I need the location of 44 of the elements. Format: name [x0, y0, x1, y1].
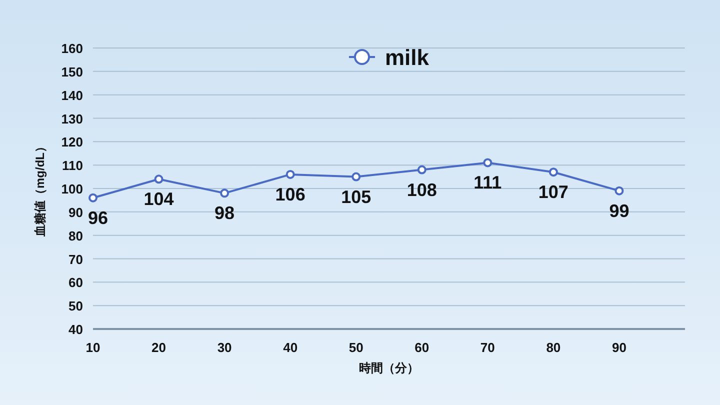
point	[154, 174, 164, 184]
point	[548, 168, 558, 177]
y-tick-label: 110	[62, 158, 83, 173]
x-tick-label: 60	[414, 340, 430, 354]
y-tick-label: 60	[68, 274, 83, 290]
data-label: 106	[275, 184, 306, 204]
data-label: 105	[341, 186, 372, 207]
x-tick-label: 10	[86, 340, 100, 354]
data-label: 108	[406, 180, 437, 200]
x-tick-label: 90	[612, 340, 626, 354]
point	[352, 172, 361, 182]
y-tick-label: 50	[68, 298, 83, 314]
x-tick-label: 70	[480, 340, 495, 354]
data-label: 96	[88, 208, 108, 228]
y-tick-label: 70	[68, 251, 83, 266]
point	[614, 186, 624, 196]
data-label: 107	[538, 182, 568, 202]
data-label: 98	[214, 203, 235, 224]
point	[417, 165, 426, 174]
y-tick-label: 80	[68, 228, 83, 243]
y-tick-label: 90	[68, 204, 83, 220]
data-label: 99	[609, 200, 630, 221]
x-tick-label: 30	[217, 340, 232, 354]
x-tick-label: 80	[546, 340, 561, 354]
point	[483, 158, 492, 168]
y-tick-label: 40	[68, 322, 83, 336]
legend: milk	[348, 44, 430, 70]
point	[88, 193, 98, 202]
y-tick-label: 150	[61, 64, 83, 79]
data-label: 104	[144, 189, 174, 210]
x-tick-label: 50	[348, 340, 364, 354]
y-tick-label: 120	[61, 134, 83, 150]
y-tick-label: 160	[61, 40, 83, 56]
y-tick-label: 140	[61, 87, 83, 102]
y-axis-title: 血糖値（mg/dL）	[33, 140, 47, 238]
x-axis-title: 時間（分）	[359, 361, 419, 375]
x-tick-label: 40	[283, 340, 298, 354]
y-tick-label: 130	[61, 110, 83, 126]
legend-label: milk	[384, 44, 430, 70]
point	[286, 170, 295, 179]
x-tick-label: 20	[152, 340, 166, 354]
data-label: 111	[474, 172, 502, 193]
y-tick-label: 100	[61, 181, 83, 196]
point	[220, 188, 230, 198]
